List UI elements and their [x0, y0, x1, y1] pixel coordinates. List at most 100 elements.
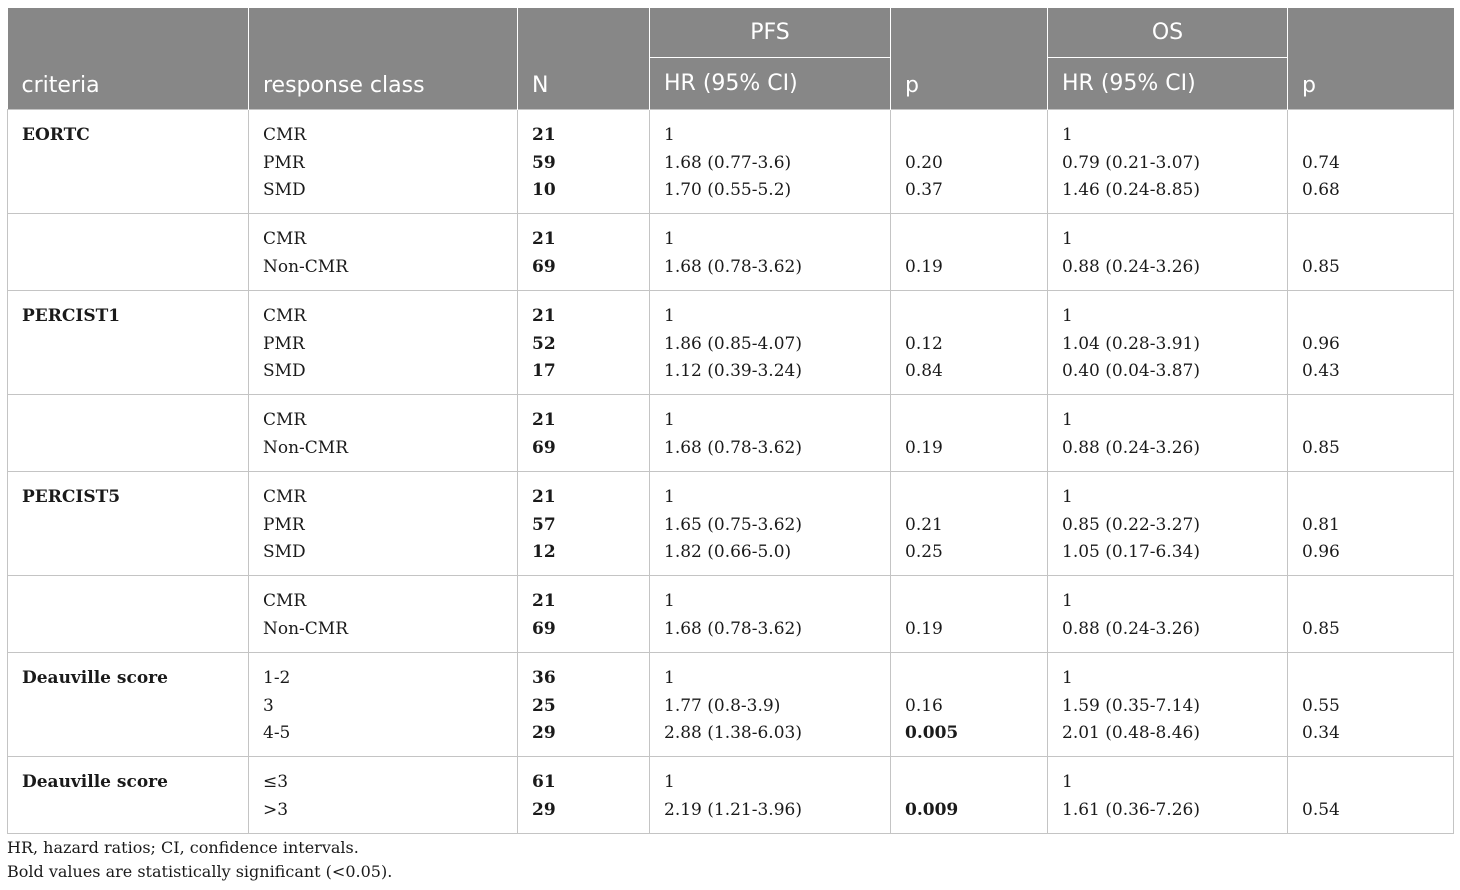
- pfs-hr-cell: 1 2.19 (1.21-3.96): [649, 756, 891, 834]
- n-value: 36: [532, 668, 556, 688]
- pfs-p-value: 0.16: [905, 695, 943, 716]
- os-hr-value: 1: [1062, 410, 1073, 430]
- header-response-class: response class: [248, 8, 518, 110]
- os-p-value: 0.34: [1302, 723, 1340, 744]
- table-row: Deauville score ≤3 >3 61 29 1 2.19 (1.21-3.96)…: [7, 756, 1454, 834]
- n-value: 21: [532, 487, 556, 507]
- os-hr-cell: 1 0.88 (0.24-3.26): [1047, 575, 1288, 653]
- os-hr-value: 0.79 (0.21-3.07): [1062, 152, 1200, 173]
- table-row: PERCIST1 CMR PMR SMD 21 52 17 1 1.86 (0.85-4.07)…: [7, 290, 1454, 395]
- os-hr-value: 0.88 (0.24-3.26): [1062, 618, 1200, 639]
- n-value: 21: [532, 125, 556, 145]
- response-class-value: CMR: [263, 229, 307, 249]
- n-value: 29: [532, 799, 556, 820]
- os-p-cell: 0.85: [1287, 575, 1454, 653]
- criteria-cell: [7, 575, 249, 653]
- pfs-hr-value: 1: [664, 487, 675, 507]
- pfs-p-value: 0.19: [905, 437, 943, 458]
- pfs-p-value: [905, 407, 1033, 435]
- n-value: 10: [532, 180, 556, 201]
- pfs-p-cell: 0.12 0.84: [890, 290, 1048, 395]
- criteria-cell: [7, 394, 249, 472]
- header-pfs-hr: HR (95% CI): [649, 57, 891, 110]
- pfs-hr-value: 1.70 (0.55-5.2): [664, 180, 792, 201]
- response-class-cell: 1-2 3 4-5: [248, 652, 518, 757]
- pfs-p-cell: 0.009: [890, 756, 1048, 834]
- pfs-p-value: 0.19: [905, 618, 943, 639]
- response-class-value: PMR: [263, 514, 305, 535]
- response-class-value: PMR: [263, 333, 305, 354]
- os-hr-value: 0.88 (0.24-3.26): [1062, 256, 1200, 277]
- os-hr-cell: 1 0.88 (0.24-3.26): [1047, 213, 1288, 291]
- pfs-p-cell: 0.20 0.37: [890, 109, 1048, 214]
- n-cell: 21 69: [517, 394, 650, 472]
- pfs-p-value: [905, 665, 1033, 693]
- criteria-label: Deauville score: [22, 668, 168, 688]
- os-p-cell: 0.85: [1287, 394, 1454, 472]
- header-criteria: criteria: [7, 8, 249, 110]
- response-class-value: Non-CMR: [263, 437, 349, 458]
- n-value: 69: [532, 618, 556, 639]
- pfs-p-cell: 0.19: [890, 213, 1048, 291]
- response-class-cell: CMR PMR SMD: [248, 109, 518, 214]
- n-value: 59: [532, 152, 556, 173]
- pfs-hr-value: 1.77 (0.8-3.9): [664, 695, 781, 716]
- pfs-hr-value: 1.68 (0.77-3.6): [664, 152, 792, 173]
- os-p-cell: 0.74 0.68: [1287, 109, 1454, 214]
- os-hr-cell: 1 0.88 (0.24-3.26): [1047, 394, 1288, 472]
- pfs-hr-value: 1: [664, 229, 675, 249]
- response-class-cell: CMR PMR SMD: [248, 471, 518, 576]
- table-row: Deauville score 1-2 3 4-5 36 25 29 1 1.77 (0.8-3…: [7, 652, 1454, 757]
- header-n: N: [517, 8, 650, 110]
- pfs-hr-cell: 1 1.86 (0.85-4.07) 1.12 (0.39-3.24): [649, 290, 891, 395]
- response-class-value: Non-CMR: [263, 618, 349, 639]
- os-p-value: [1302, 588, 1439, 616]
- pfs-p-cell: 0.16 0.005: [890, 652, 1048, 757]
- n-value: 21: [532, 229, 556, 249]
- os-p-value: [1302, 407, 1439, 435]
- n-value: 61: [532, 772, 556, 792]
- os-hr-cell: 1 1.04 (0.28-3.91) 0.40 (0.04-3.87): [1047, 290, 1288, 395]
- n-value: 57: [532, 514, 556, 535]
- footnote-abbreviations: HR, hazard ratios; CI, confidence interv…: [7, 838, 359, 857]
- header-os-hr: HR (95% CI): [1047, 57, 1288, 110]
- os-hr-cell: 1 1.59 (0.35-7.14) 2.01 (0.48-8.46): [1047, 652, 1288, 757]
- n-value: 69: [532, 437, 556, 458]
- header-os: OS: [1047, 8, 1288, 58]
- n-value: 69: [532, 256, 556, 277]
- n-value: 12: [532, 542, 556, 563]
- pfs-hr-value: 1.82 (0.66-5.0): [664, 542, 792, 563]
- criteria-label: Deauville score: [22, 772, 168, 792]
- response-class-value: 1-2: [263, 668, 291, 688]
- os-p-value: 0.68: [1302, 180, 1340, 201]
- response-class-value: Non-CMR: [263, 256, 349, 277]
- os-hr-value: 1: [1062, 125, 1073, 145]
- response-class-value: CMR: [263, 306, 307, 326]
- response-class-value: CMR: [263, 487, 307, 507]
- os-p-value: 0.74: [1302, 152, 1340, 173]
- os-p-cell: 0.54: [1287, 756, 1454, 834]
- pfs-hr-cell: 1 1.77 (0.8-3.9) 2.88 (1.38-6.03): [649, 652, 891, 757]
- criteria-label: [22, 588, 234, 616]
- pfs-p-value: [905, 303, 1033, 331]
- results-table: criteria response class N PFS p OS p HR …: [7, 8, 1454, 834]
- n-value: 21: [532, 306, 556, 326]
- n-value: 21: [532, 591, 556, 611]
- os-p-value: [1302, 769, 1439, 797]
- pfs-hr-value: 2.19 (1.21-3.96): [664, 799, 802, 820]
- os-hr-value: 1.05 (0.17-6.34): [1062, 542, 1200, 563]
- os-p-value: 0.55: [1302, 695, 1340, 716]
- criteria-cell: PERCIST1: [7, 290, 249, 395]
- table-header: criteria response class N PFS p OS p HR …: [7, 8, 1454, 110]
- results-table-container: criteria response class N PFS p OS p HR …: [7, 8, 1454, 834]
- pfs-hr-cell: 1 1.68 (0.78-3.62): [649, 394, 891, 472]
- header-pfs-p: p: [890, 8, 1048, 110]
- pfs-hr-value: 1: [664, 591, 675, 611]
- pfs-hr-value: 1.86 (0.85-4.07): [664, 333, 802, 354]
- response-class-cell: CMR Non-CMR: [248, 575, 518, 653]
- table-row: CMR Non-CMR 21 69 1 1.68 (0.78-3.62) 0.19 1 0.88…: [7, 575, 1454, 653]
- pfs-hr-value: 1: [664, 306, 675, 326]
- response-class-value: ≤3: [263, 772, 289, 792]
- criteria-label: [22, 407, 234, 435]
- os-p-value: [1302, 484, 1439, 512]
